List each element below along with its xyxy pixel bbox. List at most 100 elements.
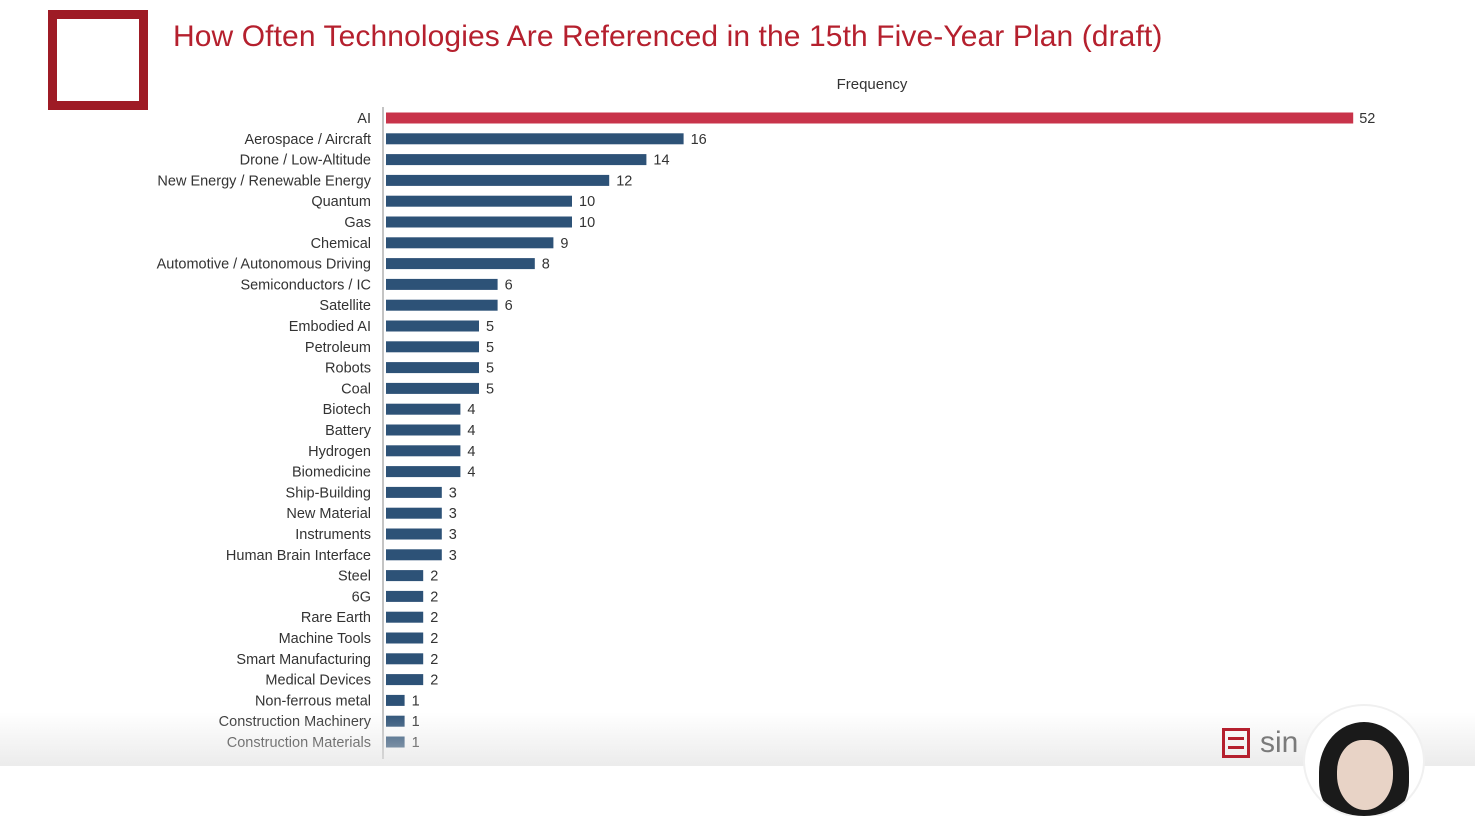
bar-hydrogen (386, 445, 461, 457)
category-label-human-brain-interface: Human Brain Interface (226, 548, 371, 564)
value-label-biotech: 4 (467, 402, 475, 418)
value-label-gas: 10 (579, 215, 595, 231)
value-label-hydrogen: 4 (467, 444, 475, 460)
bar-biomedicine (386, 466, 461, 478)
brand-text: sin (1260, 726, 1299, 759)
category-label-new-material: New Material (286, 506, 371, 522)
bar-new-material (386, 507, 442, 519)
category-label-construction-materials: Construction Materials (227, 735, 371, 751)
category-label-automotive-autonomous-driving: Automotive / Autonomous Driving (157, 257, 371, 273)
category-label-semiconductors-ic: Semiconductors / IC (240, 277, 371, 293)
category-label-hydrogen: Hydrogen (308, 444, 371, 460)
bar-non-ferrous-metal (386, 694, 405, 706)
category-label-machine-tools: Machine Tools (279, 631, 371, 647)
category-label-embodied-ai: Embodied AI (289, 319, 371, 335)
value-label-medical-devices: 2 (430, 673, 438, 689)
value-label-coal: 5 (486, 381, 494, 397)
value-label-drone-low-altitude: 14 (653, 153, 669, 169)
value-label-battery: 4 (467, 423, 475, 439)
x-axis-label: Frequency (837, 76, 908, 93)
category-label-rare-earth: Rare Earth (301, 610, 371, 626)
category-label-ship-building: Ship-Building (286, 485, 371, 501)
category-label-aerospace-aircraft: Aerospace / Aircraft (244, 132, 371, 148)
category-label-steel: Steel (338, 569, 371, 585)
category-label-6g: 6G (352, 589, 371, 605)
bar-construction-materials (386, 736, 405, 748)
category-label-petroleum: Petroleum (305, 340, 371, 356)
bar-machine-tools (386, 632, 424, 644)
value-label-construction-machinery: 1 (412, 714, 420, 730)
value-label-automotive-autonomous-driving: 8 (542, 257, 550, 273)
value-label-petroleum: 5 (486, 340, 494, 356)
avatar-face (1337, 740, 1393, 810)
value-label-satellite: 6 (505, 298, 513, 314)
bar-chemical (386, 237, 554, 249)
category-label-battery: Battery (325, 423, 372, 439)
bar-medical-devices (386, 674, 424, 686)
bar-automotive-autonomous-driving (386, 258, 535, 270)
value-label-aerospace-aircraft: 16 (691, 132, 707, 148)
bar-quantum (386, 195, 572, 207)
value-label-new-material: 3 (449, 506, 457, 522)
bar-6g (386, 590, 424, 602)
chart-title: How Often Technologies Are Referenced in… (173, 20, 1163, 53)
bar-construction-machinery (386, 715, 405, 727)
value-label-chemical: 9 (560, 236, 568, 252)
value-label-ship-building: 3 (449, 485, 457, 501)
value-label-construction-materials: 1 (412, 735, 420, 751)
logo-square-icon (48, 10, 148, 110)
category-label-new-energy-renewable-energy: New Energy / Renewable Energy (157, 173, 371, 189)
bar-human-brain-interface (386, 549, 442, 561)
bar-semiconductors-ic (386, 278, 498, 290)
stacked-lines-logo-icon (1222, 728, 1250, 758)
bar-rare-earth (386, 611, 424, 623)
value-label-non-ferrous-metal: 1 (412, 693, 420, 709)
bar-robots (386, 362, 479, 374)
category-label-drone-low-altitude: Drone / Low-Altitude (240, 153, 371, 169)
category-label-construction-machinery: Construction Machinery (219, 714, 372, 730)
category-label-robots: Robots (325, 361, 371, 377)
value-label-new-energy-renewable-energy: 12 (616, 173, 632, 189)
category-label-medical-devices: Medical Devices (265, 673, 371, 689)
category-label-coal: Coal (341, 381, 371, 397)
bar-steel (386, 570, 424, 582)
bar-battery (386, 424, 461, 436)
bar-ship-building (386, 486, 442, 498)
bar-smart-manufacturing (386, 653, 424, 665)
bar-gas (386, 216, 572, 228)
value-label-human-brain-interface: 3 (449, 548, 457, 564)
bar-aerospace-aircraft (386, 133, 684, 145)
bar-instruments (386, 528, 442, 540)
category-label-chemical: Chemical (311, 236, 371, 252)
value-label-machine-tools: 2 (430, 631, 438, 647)
value-label-embodied-ai: 5 (486, 319, 494, 335)
value-label-semiconductors-ic: 6 (505, 277, 513, 293)
value-label-smart-manufacturing: 2 (430, 652, 438, 668)
category-label-biomedicine: Biomedicine (292, 465, 371, 481)
category-label-gas: Gas (344, 215, 371, 231)
category-label-smart-manufacturing: Smart Manufacturing (236, 652, 371, 668)
value-label-ai: 52 (1359, 111, 1375, 127)
category-label-satellite: Satellite (319, 298, 371, 314)
category-label-quantum: Quantum (311, 194, 371, 210)
category-label-instruments: Instruments (295, 527, 371, 543)
bar-embodied-ai (386, 320, 479, 332)
bar-ai (386, 112, 1354, 124)
bar-petroleum (386, 341, 479, 353)
category-label-biotech: Biotech (323, 402, 371, 418)
value-label-steel: 2 (430, 569, 438, 585)
brand-watermark: sin (1222, 726, 1298, 760)
bar-biotech (386, 403, 461, 415)
value-label-6g: 2 (430, 589, 438, 605)
category-label-non-ferrous-metal: Non-ferrous metal (255, 693, 371, 709)
bar-satellite (386, 299, 498, 311)
value-label-robots: 5 (486, 361, 494, 377)
bar-drone-low-altitude (386, 154, 647, 166)
value-label-instruments: 3 (449, 527, 457, 543)
value-label-quantum: 10 (579, 194, 595, 210)
presenter-avatar (1305, 706, 1423, 816)
category-label-ai: AI (357, 111, 371, 127)
bar-new-energy-renewable-energy (386, 174, 610, 186)
